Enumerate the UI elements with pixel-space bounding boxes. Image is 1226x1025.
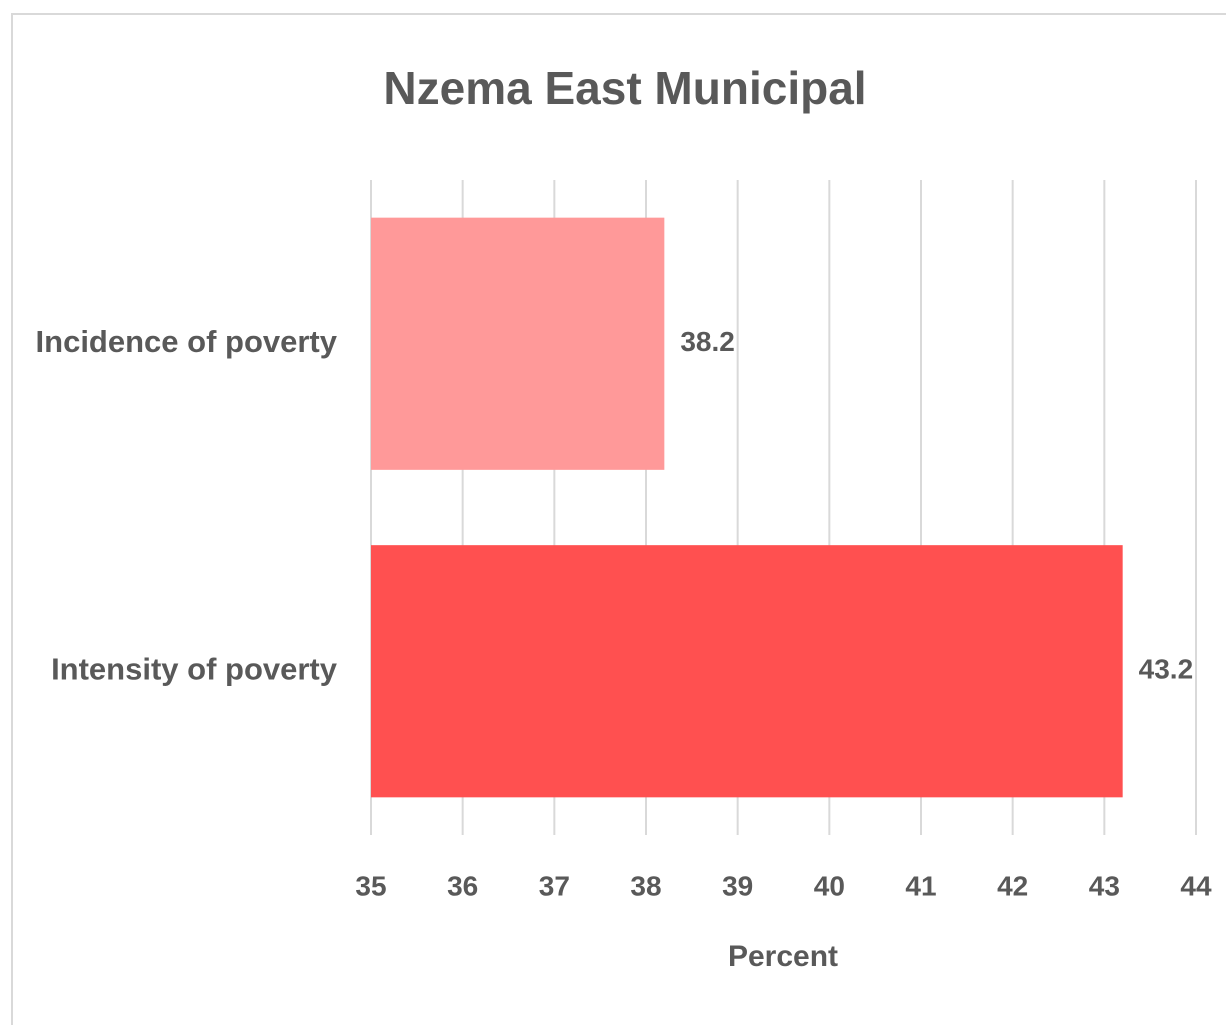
x-tick-label: 37 bbox=[539, 870, 570, 901]
y-tick-label: Intensity of poverty bbox=[51, 651, 338, 686]
x-tick-label: 40 bbox=[814, 870, 845, 901]
x-tick-label: 36 bbox=[447, 870, 478, 901]
x-tick-label: 43 bbox=[1089, 870, 1120, 901]
x-axis-label: Percent bbox=[728, 940, 838, 973]
chart-title: Nzema East Municipal bbox=[383, 62, 866, 114]
x-tick-label: 44 bbox=[1180, 870, 1212, 901]
bar bbox=[371, 217, 665, 470]
y-tick-label: Incidence of poverty bbox=[36, 324, 338, 359]
x-tick-label: 39 bbox=[722, 870, 753, 901]
x-tick-label: 38 bbox=[630, 870, 661, 901]
data-label: 38.2 bbox=[680, 326, 735, 357]
x-tick-label: 42 bbox=[997, 870, 1028, 901]
x-tick-label: 41 bbox=[905, 870, 936, 901]
chart-frame bbox=[11, 13, 1226, 1025]
bar bbox=[371, 545, 1123, 798]
data-label: 43.2 bbox=[1139, 654, 1194, 685]
x-tick-label: 35 bbox=[355, 870, 386, 901]
